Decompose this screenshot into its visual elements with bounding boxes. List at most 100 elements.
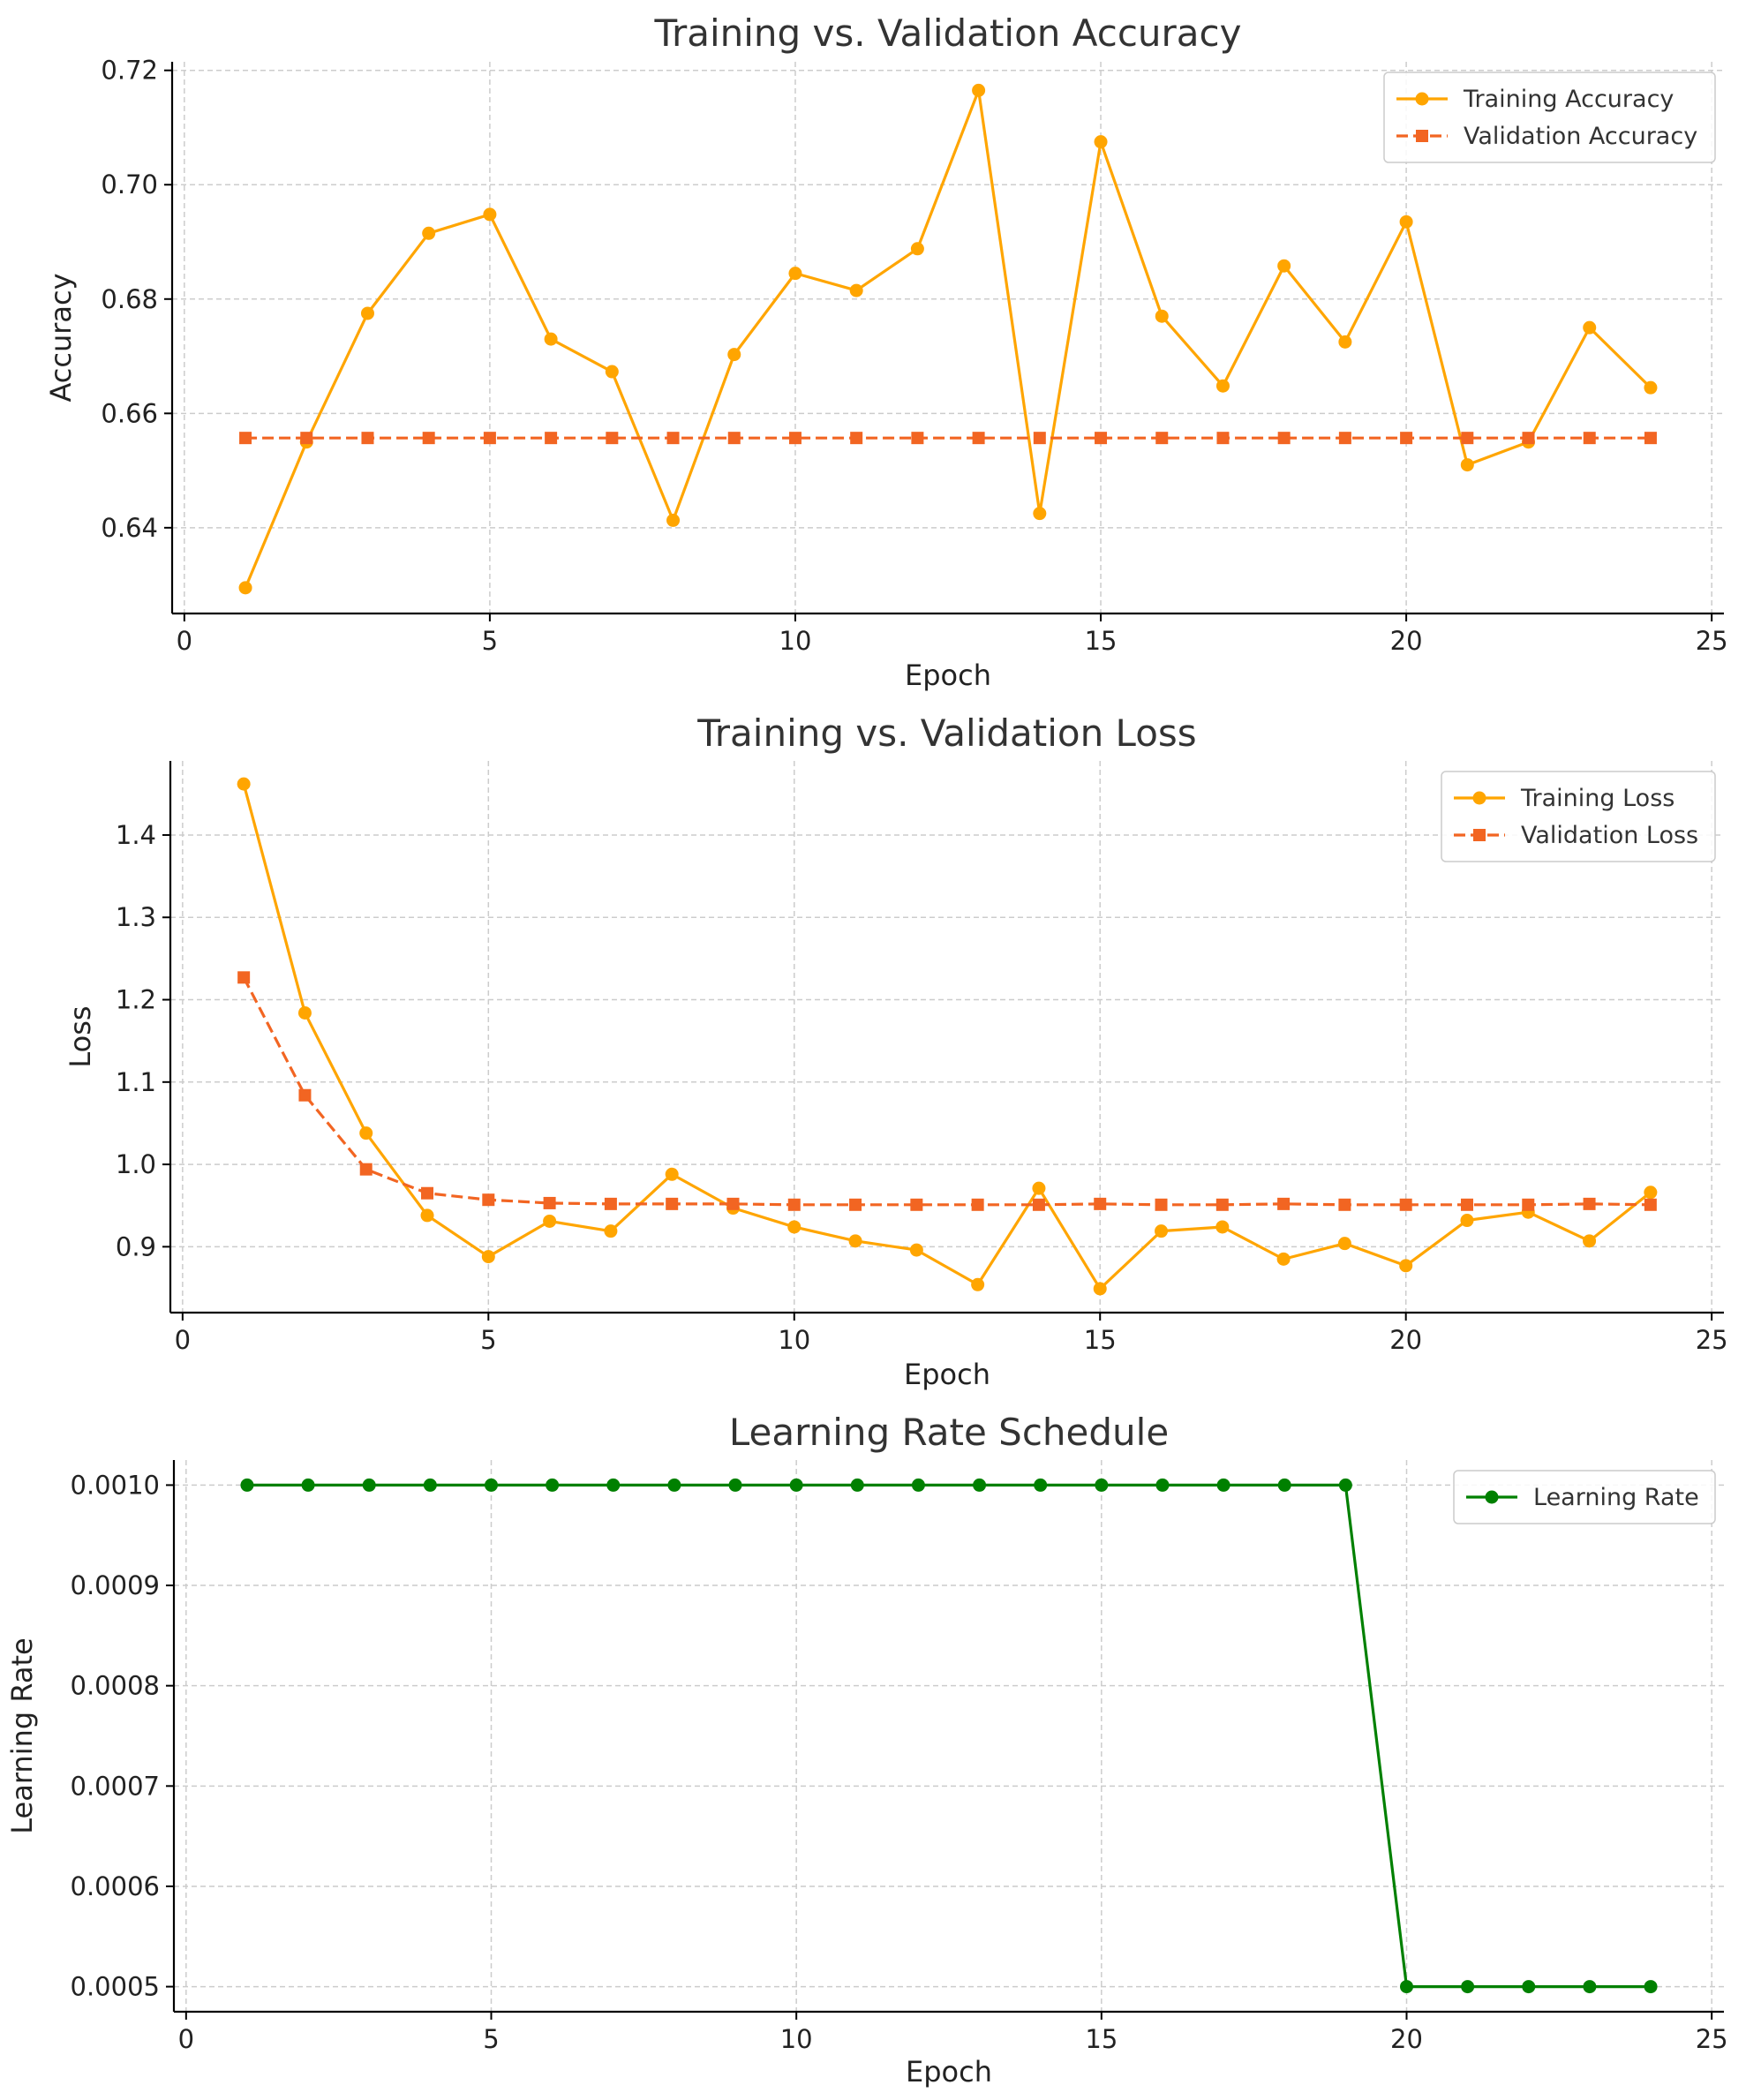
loss-data-point <box>1583 1197 1596 1210</box>
accuracy-series-training-accuracy <box>238 83 1658 595</box>
learning-rate-data-point <box>301 1478 315 1492</box>
accuracy-data-point <box>1399 215 1413 229</box>
learning-rate-data-point <box>728 1478 742 1492</box>
loss-y-axis-label: Loss <box>64 1005 97 1067</box>
accuracy-data-point <box>1583 432 1596 445</box>
accuracy-data-point <box>1094 135 1108 149</box>
loss-data-point <box>1094 1197 1107 1210</box>
loss-legend: Training Loss Validation Loss <box>1441 771 1716 862</box>
learning-rate-x-axis-label: Epoch <box>906 2055 992 2089</box>
loss-y-tick-label: 1.2 <box>116 985 156 1015</box>
learning-rate-data-point <box>667 1478 681 1492</box>
accuracy-data-point <box>1338 335 1352 349</box>
accuracy-data-point <box>788 432 802 445</box>
loss-x-tick-label: 5 <box>480 1325 496 1355</box>
loss-data-point <box>1032 1198 1045 1211</box>
learning-rate-data-point <box>1400 1980 1414 1994</box>
accuracy-y-tick-label: 0.72 <box>101 56 158 86</box>
learning-rate-x-tick-label: 5 <box>483 2024 499 2054</box>
loss-legend-box <box>1441 771 1716 862</box>
accuracy-data-point <box>1338 432 1351 445</box>
accuracy-data-point <box>1460 458 1474 472</box>
loss-data-point <box>543 1196 556 1209</box>
accuracy-data-point <box>911 432 924 445</box>
learning-rate-data-point <box>362 1478 376 1492</box>
accuracy-data-point <box>1644 432 1657 445</box>
loss-data-point <box>971 1277 985 1291</box>
loss-y-tick-label: 1.3 <box>116 902 156 932</box>
accuracy-data-point <box>545 432 558 445</box>
learning-rate-data-point <box>1277 1478 1291 1492</box>
loss-data-point <box>1460 1214 1474 1228</box>
loss-legend-marker <box>1473 829 1486 841</box>
accuracy-legend-box <box>1383 72 1716 163</box>
loss-data-point <box>848 1234 862 1248</box>
accuracy-chart: 0 5 10 15 20 25 0.64 0.66 0.68 0.70 0.72 Training v… <box>44 11 1728 692</box>
loss-data-point <box>1337 1237 1351 1251</box>
loss-data-point <box>1583 1234 1597 1248</box>
loss-data-point <box>1155 1224 1169 1238</box>
loss-y-tick-label: 1.4 <box>116 820 156 850</box>
loss-series-training-loss <box>237 777 1658 1296</box>
learning-rate-data-point <box>1461 1980 1475 1994</box>
accuracy-data-point <box>544 332 558 346</box>
accuracy-data-point <box>849 283 863 297</box>
learning-rate-y-tick-label: 0.0006 <box>71 1871 160 1901</box>
accuracy-x-tick-label: 0 <box>177 626 192 656</box>
accuracy-data-point <box>1583 320 1597 335</box>
accuracy-x-tick-label: 10 <box>779 626 812 656</box>
learning-rate-data-point <box>911 1478 925 1492</box>
loss-data-point <box>666 1197 679 1210</box>
loss-y-tick-label: 1.0 <box>116 1149 156 1179</box>
loss-data-point <box>1644 1198 1657 1211</box>
loss-chart-title: Training vs. Validation Loss <box>696 711 1196 755</box>
learning-rate-y-tick-label: 0.0008 <box>71 1671 160 1701</box>
learning-rate-data-point <box>546 1478 560 1492</box>
accuracy-legend: Training Accuracy Validation Accuracy <box>1383 72 1716 163</box>
loss-data-point <box>1093 1282 1107 1296</box>
loss-data-point <box>787 1220 802 1234</box>
loss-data-point <box>421 1186 434 1200</box>
accuracy-data-point <box>1461 432 1474 445</box>
accuracy-x-tick-label: 25 <box>1696 626 1728 656</box>
accuracy-x-tick-label: 20 <box>1390 626 1423 656</box>
loss-data-point <box>1032 1181 1046 1195</box>
accuracy-legend-marker <box>1416 130 1428 142</box>
accuracy-data-point <box>1033 507 1047 521</box>
loss-data-point <box>543 1214 557 1228</box>
accuracy-data-point <box>605 365 619 379</box>
learning-rate-data-point <box>1583 1980 1597 1994</box>
loss-data-point <box>971 1198 984 1211</box>
loss-data-point <box>1155 1198 1168 1211</box>
loss-data-point <box>359 1126 373 1140</box>
loss-series-line <box>242 783 1652 1291</box>
accuracy-y-tick-label: 0.70 <box>101 169 158 199</box>
loss-data-point <box>849 1198 862 1211</box>
accuracy-data-point <box>1400 432 1413 445</box>
learning-rate-data-point <box>484 1478 498 1492</box>
learning-rate-data-point <box>1216 1478 1230 1492</box>
accuracy-legend-marker <box>1415 92 1429 106</box>
loss-data-point <box>1276 1252 1291 1266</box>
loss-data-point <box>1338 1198 1351 1211</box>
accuracy-data-point <box>422 432 435 445</box>
accuracy-data-point <box>239 432 252 445</box>
loss-data-point <box>298 1088 312 1102</box>
learning-rate-y-tick-label: 0.0009 <box>71 1570 160 1600</box>
loss-data-point <box>1215 1198 1229 1211</box>
accuracy-data-point <box>1277 259 1291 273</box>
learning-rate-x-tick-label: 20 <box>1390 2024 1423 2054</box>
loss-data-point <box>482 1193 495 1207</box>
loss-data-point <box>1277 1197 1291 1210</box>
accuracy-data-point <box>1277 432 1291 445</box>
learning-rate-series-line <box>246 1483 1652 1989</box>
loss-legend-marker <box>1472 791 1486 805</box>
loss-data-point <box>237 777 251 791</box>
loss-data-point <box>297 1005 312 1020</box>
loss-data-point <box>359 1163 373 1176</box>
accuracy-data-point <box>666 513 681 527</box>
loss-data-point <box>1215 1220 1230 1234</box>
loss-data-point <box>481 1250 495 1264</box>
accuracy-data-point <box>727 348 741 362</box>
